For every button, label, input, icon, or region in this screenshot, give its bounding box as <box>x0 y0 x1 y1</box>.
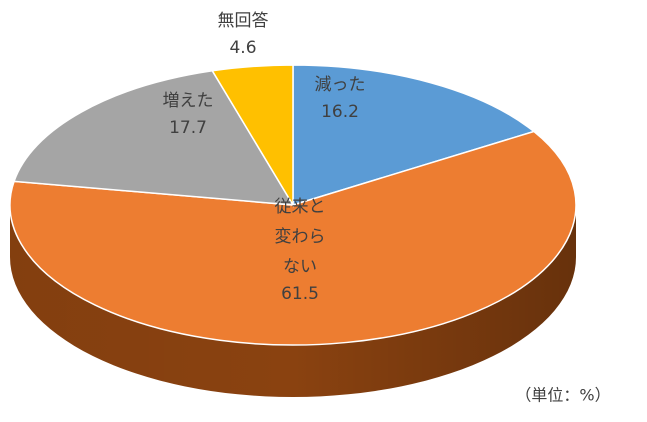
tops <box>9 64 577 346</box>
slice <box>13 69 295 206</box>
slice-label: 無回答 <box>218 11 269 31</box>
labels: 減った 16.2 従来と変わらない 61.5 増えた 17.7 無回答 4.6 <box>163 11 366 304</box>
slice <box>211 64 294 208</box>
slice <box>9 130 577 346</box>
value-label: 61.5 <box>281 284 319 304</box>
side-shade <box>10 205 576 397</box>
unit-note: （単位：%） <box>515 386 610 405</box>
slice-label: 減った <box>315 75 366 95</box>
slice-label: 従来と変わらない <box>275 197 326 277</box>
slice-label: 増えた <box>163 91 214 111</box>
value-label: 4.6 <box>229 38 256 58</box>
value-label: 16.2 <box>321 102 359 122</box>
value-label: 17.7 <box>169 118 207 138</box>
slice <box>292 64 536 207</box>
sides <box>10 205 576 397</box>
